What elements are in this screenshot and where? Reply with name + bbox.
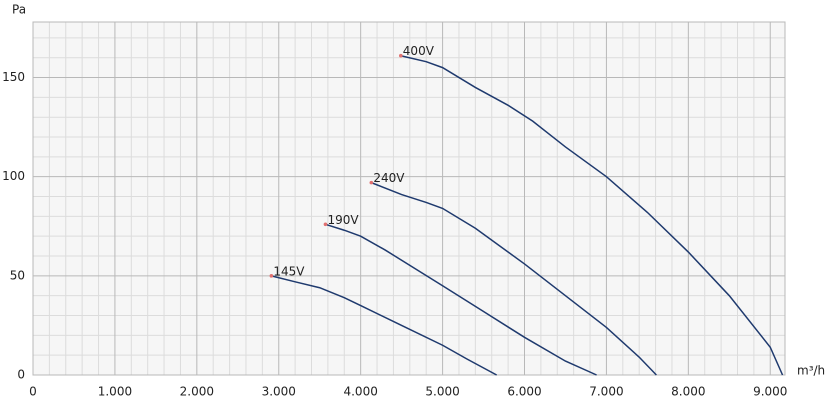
series-label: 190V (327, 213, 359, 227)
x-axis-label: m³/h (797, 364, 825, 378)
y-tick-label: 0 (17, 368, 25, 382)
y-tick-label: 150 (2, 70, 25, 84)
plot-area (33, 22, 785, 375)
y-axis-label: Pa (12, 3, 26, 17)
series-label: 240V (373, 171, 405, 185)
curve (371, 181, 657, 376)
series-label: 145V (273, 264, 305, 278)
y-tick-label: 100 (2, 169, 25, 183)
curve (400, 54, 784, 376)
y-tick-label: 50 (10, 268, 25, 282)
start-point (323, 222, 328, 227)
start-point (399, 53, 403, 58)
x-tick-label: 8.000 (671, 385, 705, 399)
x-tick-label: 5.000 (425, 385, 459, 399)
x-tick-label: 1.000 (98, 385, 132, 399)
plot-border (32, 21, 786, 376)
start-point (369, 180, 374, 185)
x-tick-label: 4.000 (343, 385, 377, 399)
x-tick-label: 3.000 (262, 385, 296, 399)
curve (271, 275, 498, 376)
x-tick-label: 7.000 (589, 385, 623, 399)
x-tick-label: 2.000 (180, 385, 214, 399)
start-point (269, 274, 274, 278)
curve (325, 223, 597, 376)
series-label: 400V (403, 44, 435, 58)
x-tick-label: 6.000 (507, 385, 541, 399)
x-tick-label: 9.000 (753, 385, 787, 399)
x-tick-label: 0 (29, 385, 37, 399)
